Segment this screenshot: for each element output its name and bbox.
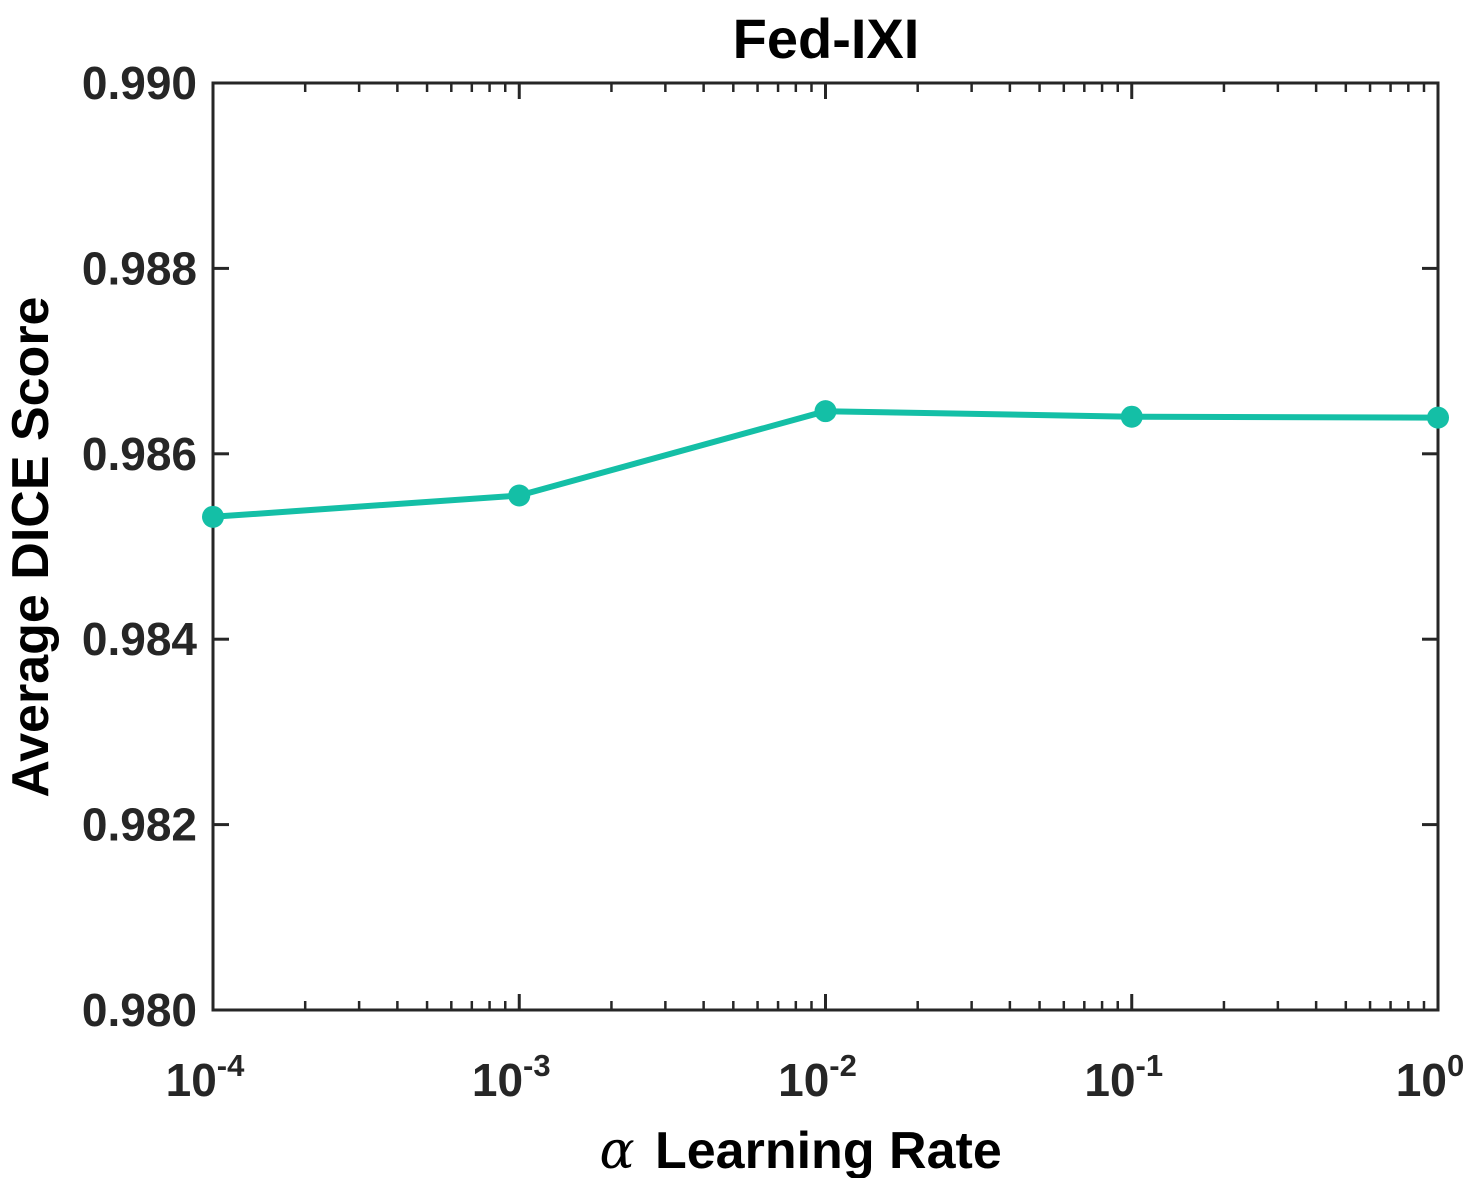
y-tick-label: 0.986 [82,428,197,480]
x-axis-label-text: Learning Rate [655,1122,1002,1178]
data-point [1427,406,1449,429]
series-line [212,408,1439,520]
x-tick-label: 10-4 [166,1048,245,1106]
data-point [814,400,837,423]
alpha-symbol: α [599,1121,634,1178]
y-tick-label: 0.980 [82,984,197,1036]
x-axis-label: α Learning Rate [599,1121,1001,1178]
data-point [202,505,224,528]
y-tick-label: 0.982 [82,799,197,851]
y-tick-label: 0.990 [82,57,197,109]
y-tick-label: 0.984 [82,613,198,665]
y-axis-label: Average DICE Score [2,297,60,798]
axes-box [211,81,1440,1012]
data-point [1120,405,1143,428]
chart-title: Fed-IXI [733,7,920,70]
y-tick-label: 0.988 [82,242,197,294]
x-tick-label: 10-1 [1084,1048,1163,1106]
x-tick-label: 10-2 [778,1048,857,1106]
data-point [508,484,531,507]
x-tick-label: 10-3 [472,1048,551,1106]
x-tick-label: 100 [1396,1048,1464,1106]
plot-area: 0.980 0.982 0.984 0.986 0.988 0.990 10-4 10-3 10… [82,57,1464,1106]
